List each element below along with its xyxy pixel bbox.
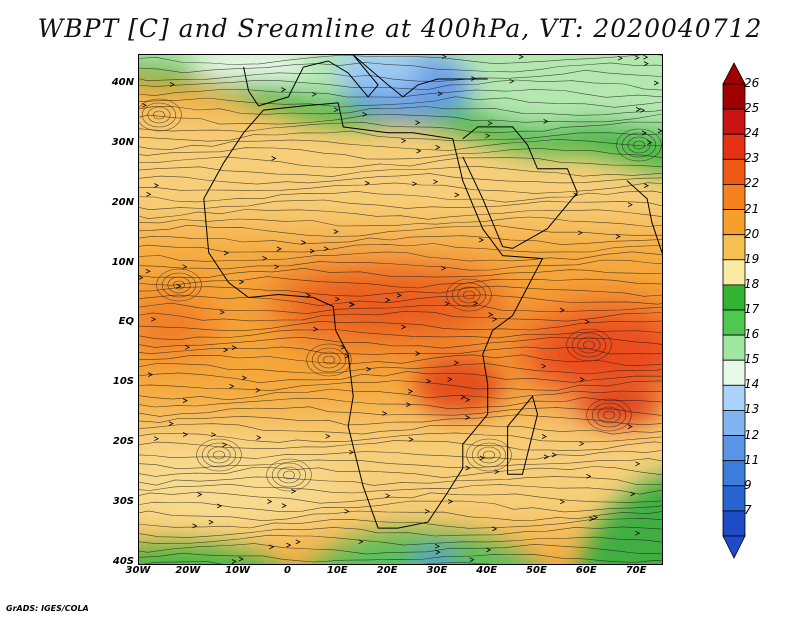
colorbar-swatch — [722, 334, 746, 361]
colorbar-swatch — [722, 184, 746, 210]
lat-tick-label: 20S — [112, 436, 134, 448]
colorbar-level-label: 17 — [744, 302, 760, 316]
colorbar-level-label: 16 — [744, 327, 760, 342]
lon-tick-label: 70E — [625, 565, 647, 576]
colorbar-swatch — [722, 435, 746, 462]
colorbar-level-label: 23 — [744, 151, 760, 166]
colorbar-swatch — [722, 485, 746, 512]
colorbar-level-label: 20 — [744, 226, 760, 241]
lon-tick-label: 10W — [225, 565, 251, 576]
colorbar-swatch — [722, 158, 746, 185]
lat-tick-label: 10S — [112, 376, 134, 388]
lon-tick-label: 60E — [575, 565, 597, 576]
lon-tick-label: 0 — [283, 565, 291, 576]
lon-tick-label: 30E — [426, 565, 448, 576]
colorbar-swatch — [722, 284, 746, 311]
lon-tick-label: 40E — [476, 565, 498, 576]
lon-tick-label: 20E — [376, 565, 398, 576]
colorbar-level-label: 19 — [744, 251, 760, 266]
lon-tick-label: 10E — [326, 565, 348, 576]
colorbar-level-label: 26 — [744, 76, 760, 90]
lon-tick-label: 50E — [526, 565, 547, 576]
colorbar-level-label: 13 — [744, 402, 760, 417]
colorbar-swatch — [722, 259, 746, 286]
colorbar-swatch — [722, 209, 746, 236]
colorbar-swatch — [722, 133, 746, 160]
lat-tick-label: 30N — [111, 136, 134, 148]
colorbar-level-label: 14 — [744, 377, 760, 392]
temperature-field — [139, 55, 662, 564]
colorbar-level-label: 18 — [744, 276, 760, 291]
colorbar-level-label: 24 — [744, 126, 760, 141]
lon-tick-label: 30W — [125, 565, 151, 576]
colorbar-swatch — [722, 510, 746, 537]
wbpt-field-map — [139, 55, 662, 564]
lat-tick-label: EQ — [118, 316, 134, 328]
grads-credit: GrADS: IGES/COLA — [6, 604, 89, 613]
colorbar-level-label: 21 — [744, 201, 760, 216]
lat-tick-label: 40N — [111, 76, 134, 88]
colorbar-swatch — [722, 359, 746, 386]
colorbar-level-label: 9 — [744, 477, 752, 492]
map-panel — [138, 54, 663, 565]
colorbar-level-label: 11 — [744, 452, 760, 467]
colorbar-level-label: 12 — [744, 427, 760, 442]
lat-tick-label: 30S — [112, 496, 134, 508]
colorbar-swatch — [722, 384, 746, 411]
colorbar-swatch — [722, 409, 746, 436]
colorbar-swatch — [722, 83, 746, 110]
colorbar-level-label: 25 — [744, 101, 760, 116]
colorbar-swatch — [722, 309, 746, 336]
colorbar-level-label: 22 — [744, 176, 760, 191]
colorbar-swatch — [722, 234, 746, 261]
colorbar-bottom-arrow — [722, 535, 746, 559]
colorbar — [722, 62, 746, 559]
colorbar-swatch — [722, 460, 746, 487]
colorbar-level-label: 7 — [744, 502, 752, 517]
colorbar-swatch — [722, 108, 746, 135]
lat-tick-label: 20N — [111, 196, 134, 208]
lat-tick-label: 10N — [111, 256, 134, 268]
chart-title: WBPT [C] and Sreamline at 400hPa, VT: 20… — [37, 14, 763, 43]
colorbar-level-label: 15 — [744, 352, 760, 367]
lon-tick-label: 20W — [175, 565, 201, 576]
coastlines — [203, 55, 662, 529]
colorbar-top-arrow — [722, 62, 746, 85]
streamlines — [139, 55, 662, 564]
lat-tick-label: 40S — [112, 556, 134, 567]
